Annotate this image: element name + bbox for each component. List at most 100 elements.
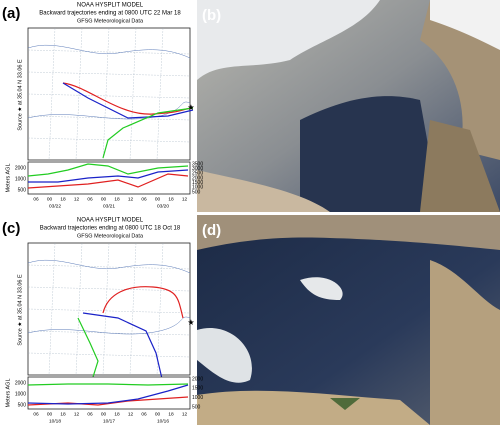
right-tick-label: 1500 [192,180,203,186]
graticule [27,264,191,270]
graticule [75,27,83,161]
date-label: 03/21 [103,203,115,209]
time-tick-label: 06 [141,411,147,417]
time-tick-label: 06 [87,411,93,417]
time-tick-label: 18 [60,411,66,417]
time-tick-label: 00 [101,196,107,202]
date-label: 10/18 [49,418,61,424]
trajectory [102,286,184,319]
plot-source: GFSG Meteorological Data [77,18,144,24]
height-line [27,383,189,386]
plot-subtitle: Backward trajectories ending at 0800 UTC… [39,11,181,17]
time-tick-label: 06 [87,196,93,202]
height-plot [27,163,189,189]
graticule [156,27,164,161]
graticule [102,242,110,376]
graticule [48,27,56,161]
plot-title: NOAA HYSPLIT MODEL [77,3,144,9]
trajectory [62,82,194,119]
height-plot [27,383,189,406]
source-star: ★ [187,318,194,327]
date-label: 10/16 [157,418,169,424]
panel-label: (b) [202,7,221,24]
y-axis-label: Meters AGL [5,378,11,407]
time-tick-label: 12 [128,411,134,417]
height-line [27,173,189,189]
left-tick-label: 500 [18,402,27,408]
left-tick-label: 1000 [15,176,26,182]
date-label: 03/20 [157,203,169,209]
satellite-image [197,0,500,212]
graticule [129,242,137,376]
map-frame [27,27,191,161]
right-tick-label: 1000 [192,395,203,401]
side-label: Source ★ at 35.04 N 33.06 E [16,59,23,131]
side-label: Source ★ at 35.04 N 33.06 E [16,274,23,346]
time-tick-label: 12 [182,411,188,417]
satellite-image [197,215,500,425]
graticule [27,352,191,358]
left-tick-label: 500 [18,187,27,193]
time-tick-label: 18 [114,411,120,417]
panel-label: (a) [2,5,20,22]
graticule [102,27,110,161]
y-axis-label: Meters AGL [5,163,11,192]
map-frame [27,242,191,376]
time-tick-label: 12 [74,411,80,417]
source-star: ★ [187,103,194,112]
right-tick-label: 500 [192,189,201,195]
time-tick-label: 00 [47,196,53,202]
right-tick-label: 2500 [192,171,203,177]
time-tick-label: 00 [155,196,161,202]
trajectory-panel: (a) NOAA HYSPLIT MODEL Backward trajectori… [2,3,203,210]
coastline [27,259,191,335]
right-tick-label: 3000 [192,166,203,172]
time-tick-label: 06 [33,411,39,417]
graticule [27,308,191,314]
trajectory [82,312,164,384]
coastline [27,44,191,120]
left-tick-label: 2000 [15,380,26,386]
time-tick-label: 12 [128,196,134,202]
date-label: 10/17 [103,418,115,424]
right-tick-label: 2000 [192,376,203,382]
plot-source: GFSG Meteorological Data [77,233,144,239]
height-line [27,163,189,177]
time-tick-label: 12 [182,196,188,202]
graticule [27,137,191,143]
graticule [129,27,137,161]
time-tick-label: 06 [33,196,39,202]
graticule [27,71,191,77]
plot-subtitle: Backward trajectories ending at 0800 UTC… [40,226,181,232]
right-tick-label: 2000 [192,175,203,181]
map: ★ [27,242,195,394]
left-tick-label: 1000 [15,391,26,397]
height-line [27,384,189,405]
time-tick-label: 00 [155,411,161,417]
height-line [28,169,189,183]
time-tick-label: 00 [47,411,53,417]
panel-label: (c) [2,220,20,237]
panel-label: (d) [202,222,221,239]
map: ★ [27,27,195,161]
right-tick-label: 1000 [192,185,203,191]
graticule [48,242,56,376]
trajectory-panel: (c) NOAA HYSPLIT MODEL Backward trajectori… [2,218,203,425]
time-tick-label: 18 [168,411,174,417]
date-label: 03/22 [49,203,61,209]
plot-title: NOAA HYSPLIT MODEL [77,218,144,224]
time-tick-label: 12 [74,196,80,202]
right-tick-label: 3500 [192,161,203,167]
right-tick-label: 1500 [192,386,203,392]
time-tick-label: 18 [60,196,66,202]
graticule [156,242,164,376]
time-tick-label: 00 [101,411,107,417]
graticule [27,286,191,292]
time-tick-label: 06 [141,196,147,202]
trajectory [102,107,194,159]
graticule [27,93,191,99]
right-tick-label: 500 [192,404,201,410]
graticule [27,49,191,55]
time-tick-label: 18 [114,196,120,202]
